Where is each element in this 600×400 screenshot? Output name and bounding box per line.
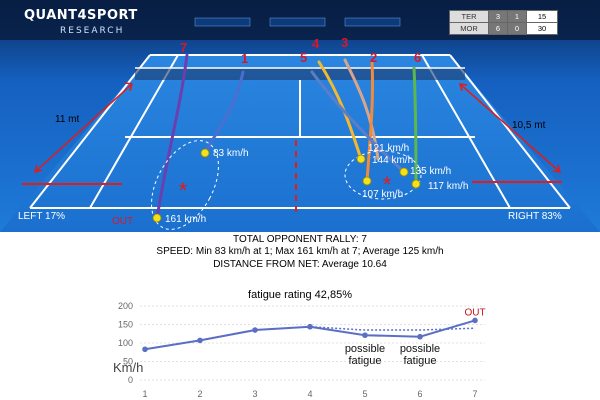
x-tick-label: 7 bbox=[472, 389, 477, 399]
net bbox=[135, 68, 465, 80]
banner-1 bbox=[194, 17, 251, 27]
y-tick-label: 50 bbox=[123, 357, 133, 367]
x-tick-label: 3 bbox=[252, 389, 257, 399]
brand-logo: QUANT4SPORT bbox=[24, 8, 138, 23]
speed-label-shot-1: 83 km/h bbox=[213, 148, 249, 159]
annotation-possible-fatigue: possible fatigue bbox=[400, 343, 440, 367]
x-tick-label: 6 bbox=[417, 389, 422, 399]
y-tick-label: 100 bbox=[118, 338, 133, 348]
set-score: 3 bbox=[488, 10, 508, 23]
shot-number-labels: 7 1 5 4 3 2 6 bbox=[180, 35, 421, 66]
shot-number-3: 3 bbox=[341, 35, 348, 50]
data-point bbox=[307, 323, 313, 330]
ball-shot-1 bbox=[200, 148, 210, 158]
player-name: TER bbox=[449, 10, 489, 23]
right-distance-label: 10,5 mt bbox=[512, 120, 546, 131]
left-distance-arrow bbox=[33, 82, 133, 174]
speed-labels: 83 km/h 161 km/h 121 km/h 144 km/h 135 k… bbox=[165, 143, 468, 225]
court-svg: * * 7 1 5 4 3 2 6 83 km/h 161 km/h 121 k… bbox=[0, 0, 600, 232]
point-score: 30 bbox=[526, 22, 558, 35]
speed-label-shot-6: 135 km/h bbox=[410, 166, 451, 177]
stats-panel: TOTAL OPPONENT RALLY: 7 SPEED: Min 83 km… bbox=[0, 232, 600, 400]
speed-label-shot-3: 107 km/h bbox=[362, 189, 403, 200]
chart-title: fatigue rating 42,85% bbox=[248, 289, 352, 301]
ball-shot-7 bbox=[152, 213, 162, 223]
set-score: 0 bbox=[507, 22, 527, 35]
out-label: OUT bbox=[112, 216, 133, 227]
right-distance-arrow bbox=[458, 83, 562, 173]
scoreboard: TER 3 1 15 MOR 6 0 30 bbox=[449, 10, 558, 35]
shot-number-1: 1 bbox=[241, 51, 248, 66]
series-line-2 bbox=[144, 325, 476, 351]
y-tick-label: 150 bbox=[118, 320, 133, 330]
data-point bbox=[197, 337, 203, 344]
trajectory-shot-5 bbox=[310, 70, 406, 174]
left-cluster-ellipse bbox=[151, 140, 219, 230]
set-score: 6 bbox=[488, 22, 508, 35]
x-tick-label: 1 bbox=[142, 389, 147, 399]
speed-label-shot-5: 117 km/h bbox=[428, 181, 468, 192]
shot-number-6: 6 bbox=[414, 50, 421, 65]
ball-shot-2 bbox=[362, 176, 372, 186]
y-tick-label: 0 bbox=[128, 375, 133, 385]
annotation-possible-fatigue: possible fatigue bbox=[345, 343, 385, 367]
distance-summary-text: DISTANCE FROM NET: Average 10.64 bbox=[213, 259, 387, 270]
chart-annotations: OUT possible fatigue possible fatigue bbox=[345, 307, 486, 367]
trajectory-shot-7 bbox=[155, 53, 189, 220]
ball-shot-6 bbox=[411, 179, 421, 189]
left-percentage-label: LEFT 17% bbox=[18, 211, 66, 222]
data-point bbox=[417, 333, 423, 340]
banner-2 bbox=[269, 17, 326, 27]
chart-series bbox=[142, 317, 478, 353]
trajectory-shot-1 bbox=[203, 70, 245, 155]
scoreboard-row: MOR 6 0 30 bbox=[449, 22, 558, 35]
tennis-court-graphic: * * 7 1 5 4 3 2 6 83 km/h 161 km/h 121 k… bbox=[0, 0, 600, 232]
scoreboard-row: TER 3 1 15 bbox=[449, 10, 558, 23]
right-asterisk-marker: * bbox=[383, 172, 392, 197]
chart-x-tick-labels: 1 2 3 4 5 6 7 bbox=[142, 389, 477, 399]
shot-number-2: 2 bbox=[370, 50, 377, 65]
ball-landings bbox=[152, 148, 421, 223]
right-percentage-label: RIGHT 83% bbox=[508, 211, 562, 222]
chart-y-tick-labels: 0 50 100 150 200 bbox=[118, 301, 133, 385]
speed-label-shot-4: 121 km/h bbox=[368, 143, 409, 154]
court-surface bbox=[0, 55, 600, 232]
shot-number-7: 7 bbox=[180, 40, 187, 55]
speed-label-shot-2: 144 km/h bbox=[372, 155, 413, 166]
data-point bbox=[252, 327, 258, 333]
x-tick-label: 2 bbox=[197, 389, 202, 399]
x-tick-label: 5 bbox=[362, 389, 367, 399]
x-tick-label: 4 bbox=[307, 389, 312, 399]
left-distance-label: 11 mt bbox=[55, 114, 80, 125]
set-score: 1 bbox=[507, 10, 527, 23]
brand-subtitle: RESEARCH bbox=[60, 26, 125, 36]
data-point bbox=[362, 332, 368, 339]
ball-shot-5 bbox=[399, 167, 409, 177]
left-asterisk-marker: * bbox=[179, 178, 188, 203]
speed-summary-text: SPEED: Min 83 km/h at 1; Max 161 km/h at… bbox=[156, 246, 444, 257]
point-score: 15 bbox=[526, 10, 558, 23]
chart-gridlines bbox=[140, 305, 485, 381]
trajectory-shot-2 bbox=[365, 60, 375, 183]
total-rally-text: TOTAL OPPONENT RALLY: 7 bbox=[233, 234, 367, 245]
data-point bbox=[472, 317, 478, 324]
chart-y-axis-label: Km/h bbox=[113, 360, 143, 375]
trajectory-shot-6 bbox=[412, 66, 418, 186]
banner-3 bbox=[344, 17, 401, 27]
right-cluster-ellipse bbox=[344, 150, 422, 200]
shot-trajectories bbox=[155, 53, 418, 220]
shot-number-5: 5 bbox=[300, 50, 307, 65]
shot-number-4: 4 bbox=[312, 36, 320, 51]
annotation-out: OUT bbox=[464, 307, 485, 318]
speed-label-shot-7: 161 km/h bbox=[165, 214, 206, 225]
ball-shot-4 bbox=[356, 154, 366, 164]
fatigue-line-chart: fatigue rating 42,85% 0 50 100 150 200 1 2 3 4 5… bbox=[113, 289, 486, 399]
y-tick-label: 200 bbox=[118, 301, 133, 311]
player-name: MOR bbox=[449, 22, 489, 35]
